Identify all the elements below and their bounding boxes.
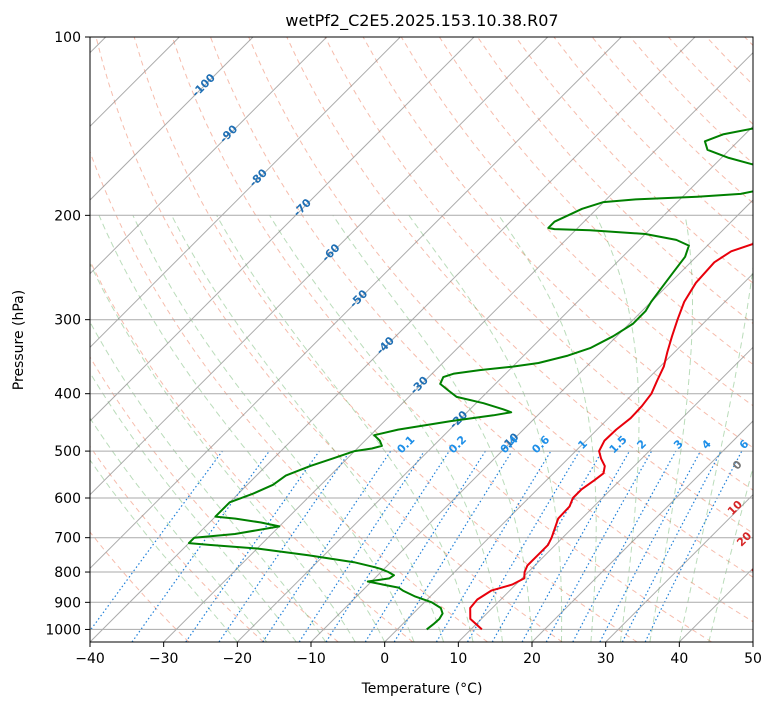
- dry-adiabat: [90, 150, 488, 642]
- x-tick-label: −40: [75, 651, 105, 667]
- moist-adiabat: [408, 215, 563, 642]
- x-tick-label: 20: [523, 651, 541, 667]
- x-tick-label: −10: [296, 651, 326, 667]
- dry-adiabat: [248, 37, 753, 578]
- x-tick-label: −20: [223, 651, 253, 667]
- y-tick-label: 900: [54, 595, 81, 611]
- dry-adiabat: [400, 37, 753, 407]
- y-tick-label: 1000: [45, 622, 81, 638]
- moist-adiabat: [678, 263, 753, 642]
- moist-adiabat: [269, 215, 503, 642]
- x-tick-label: 30: [597, 651, 615, 667]
- mixing-ratio-line: [218, 450, 351, 642]
- moist-adiabat: [90, 459, 238, 642]
- mixing-ratio-line: [644, 450, 743, 642]
- mixing-ratio-line: [131, 450, 270, 642]
- dry-adiabat: [438, 37, 753, 366]
- y-tick-label: 200: [54, 208, 81, 224]
- pressure-gridlines: [90, 37, 753, 630]
- isotherm-line: [90, 37, 475, 422]
- moist-adiabat: [98, 215, 386, 642]
- mixing-ratio-line: [545, 450, 653, 642]
- isotherm-line: [605, 493, 753, 642]
- x-tick-label: 10: [449, 651, 467, 667]
- moist-adiabat: [171, 215, 445, 642]
- isotherm-line: [163, 51, 753, 642]
- mixing-ratio-line: [572, 450, 677, 642]
- y-tick-label: 600: [54, 491, 81, 507]
- y-tick-label: 100: [54, 30, 81, 46]
- dry-adiabat: [90, 531, 190, 642]
- mixing-ratio-line: [90, 450, 223, 632]
- isotherm-line: [90, 37, 622, 570]
- mixing-ratio-line: [298, 450, 425, 642]
- moist-adiabat: [595, 215, 640, 642]
- x-tick-label: 0: [380, 651, 389, 667]
- x-tick-label: 50: [744, 651, 762, 667]
- dry-adiabat: [515, 37, 753, 284]
- moist-adiabat: [90, 321, 327, 642]
- moist-adiabat: [90, 417, 268, 642]
- dry-adiabat: [95, 37, 563, 642]
- moist-adiabat: [332, 215, 533, 642]
- moist-adiabat: [132, 215, 415, 642]
- moist-adiabat-label: 30: [749, 558, 769, 578]
- dry-adiabat: [133, 37, 638, 642]
- mixing-ratio-line: [521, 450, 631, 642]
- moist-adiabat: [649, 215, 693, 642]
- y-axis-label: Pressure (hPa): [11, 290, 27, 390]
- y-tick-label: 800: [54, 565, 81, 581]
- isotherm-line: [90, 37, 549, 496]
- isotherm-line: [310, 199, 753, 642]
- background-lines: [90, 37, 753, 642]
- isotherm-line: [90, 37, 328, 275]
- isotherm-line: [384, 272, 753, 642]
- moist-adiabat: [90, 371, 297, 642]
- y-tick-label: 400: [54, 387, 81, 403]
- plot-frame: [89, 36, 754, 643]
- x-axis-label: Temperature (°C): [361, 681, 483, 697]
- isotherm-line: [457, 346, 753, 642]
- isotherm-line: [236, 125, 753, 642]
- isotherm-line: [90, 37, 254, 201]
- x-axis: −40 −30 −20 −10 0 10 20 30 40 50: [75, 642, 762, 667]
- moist-adiabat: [90, 262, 356, 642]
- y-axis: 100 200 300 400 500 600 700 800 900 1000: [45, 30, 90, 638]
- isotherm-line: [531, 420, 753, 642]
- y-tick-label: 700: [54, 531, 81, 547]
- dry-adiabat: [90, 356, 339, 642]
- isotherm-line: [90, 37, 401, 349]
- dewpoint-profile-line: [187, 127, 753, 631]
- chart-title: wetPf2_C2E5.2025.153.10.38.R07: [285, 11, 558, 31]
- dry-adiabat: [171, 37, 712, 642]
- y-tick-label: 500: [54, 444, 81, 460]
- dry-adiabat: [90, 445, 264, 642]
- moist-adiabat-label: 20: [734, 529, 754, 549]
- mixing-ratio-line: [325, 450, 450, 642]
- y-tick-label: 300: [54, 313, 81, 329]
- x-tick-label: −30: [149, 651, 179, 667]
- temperature-profile-line: [469, 242, 753, 631]
- x-tick-label: 40: [670, 651, 688, 667]
- profile-lines: [187, 127, 753, 631]
- mixing-ratio-line: [393, 450, 513, 642]
- dry-adiabat: [210, 37, 753, 623]
- mixing-ratio-line: [185, 450, 320, 642]
- mixing-ratio-line: [262, 450, 392, 642]
- moist-adiabat: [216, 215, 474, 642]
